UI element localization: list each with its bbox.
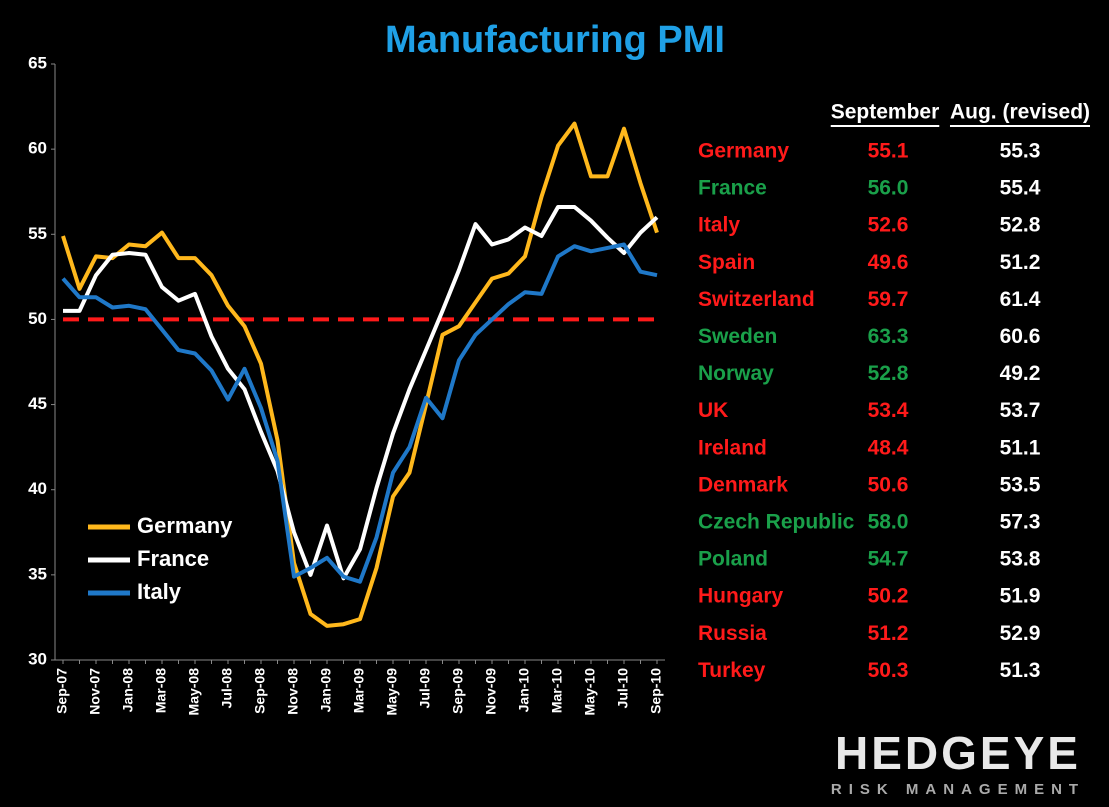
september-value: 49.6 xyxy=(868,251,909,274)
x-tick-label: Sep-07 xyxy=(54,668,70,714)
table-header: September xyxy=(831,101,940,124)
country-name: Spain xyxy=(698,251,755,274)
august-value: 53.7 xyxy=(1000,399,1041,422)
x-tick-label: Nov-07 xyxy=(87,668,103,715)
legend-label: Germany xyxy=(137,513,233,538)
september-value: 48.4 xyxy=(868,436,909,459)
y-tick-label: 55 xyxy=(28,224,47,243)
x-tick-label: May-09 xyxy=(384,668,400,716)
y-tick-label: 60 xyxy=(28,139,47,158)
august-value: 51.2 xyxy=(1000,251,1041,274)
x-tick-label: May-08 xyxy=(186,668,202,716)
y-tick-label: 65 xyxy=(28,53,47,72)
y-tick-label: 35 xyxy=(28,564,47,583)
september-value: 59.7 xyxy=(868,288,909,311)
series-line xyxy=(63,205,659,581)
country-name: Germany xyxy=(698,140,789,163)
logo-name: HEDGEYE xyxy=(835,727,1081,779)
country-name: Switzerland xyxy=(698,288,815,311)
table-header: Aug. (revised) xyxy=(950,101,1090,124)
country-name: Hungary xyxy=(698,585,784,608)
august-value: 55.4 xyxy=(1000,177,1041,200)
x-tick-label: Nov-08 xyxy=(285,668,301,715)
september-value: 50.3 xyxy=(868,659,909,682)
x-tick-label: Jul-08 xyxy=(219,668,235,709)
august-value: 61.4 xyxy=(1000,288,1041,311)
x-tick-label: Jul-10 xyxy=(615,668,631,709)
x-tick-label: Jan-10 xyxy=(516,668,532,713)
august-value: 57.3 xyxy=(1000,511,1041,534)
september-value: 55.1 xyxy=(868,140,909,163)
country-name: Sweden xyxy=(698,325,777,348)
country-name: Ireland xyxy=(698,436,767,459)
x-tick-label: Sep-09 xyxy=(450,668,466,714)
country-name: Poland xyxy=(698,548,768,571)
chart-title: Manufacturing PMI xyxy=(385,19,725,61)
country-name: Russia xyxy=(698,622,767,645)
x-tick-label: Nov-09 xyxy=(483,668,499,715)
september-value: 52.6 xyxy=(868,214,909,237)
august-value: 51.9 xyxy=(1000,585,1041,608)
august-value: 53.8 xyxy=(1000,548,1041,571)
legend-label: France xyxy=(137,546,209,571)
x-tick-label: Mar-08 xyxy=(153,668,169,713)
september-value: 54.7 xyxy=(868,548,909,571)
x-tick-label: Mar-09 xyxy=(351,668,367,713)
august-value: 53.5 xyxy=(1000,473,1041,496)
country-name: Czech Republic xyxy=(698,511,855,534)
september-value: 53.4 xyxy=(868,399,909,422)
country-name: UK xyxy=(698,399,728,422)
september-value: 51.2 xyxy=(868,622,909,645)
series-line xyxy=(61,242,658,584)
august-value: 55.3 xyxy=(1000,140,1041,163)
x-tick-label: May-10 xyxy=(582,668,598,716)
x-tick-label: Jan-08 xyxy=(120,668,136,713)
x-tick-label: Sep-10 xyxy=(648,668,664,714)
august-value: 52.8 xyxy=(1000,214,1041,237)
september-value: 52.8 xyxy=(868,362,909,385)
september-value: 50.6 xyxy=(868,473,909,496)
logo-tagline: RISK MANAGEMENT xyxy=(831,781,1085,798)
september-value: 58.0 xyxy=(868,511,909,534)
x-tick-label: Sep-08 xyxy=(252,668,268,714)
y-tick-label: 30 xyxy=(28,649,47,668)
country-name: France xyxy=(698,177,767,200)
country-name: Italy xyxy=(698,214,740,237)
series-line xyxy=(61,121,659,628)
august-value: 49.2 xyxy=(1000,362,1041,385)
august-value: 51.1 xyxy=(1000,436,1041,459)
september-value: 56.0 xyxy=(868,177,909,200)
x-tick-label: Mar-10 xyxy=(549,668,565,713)
y-tick-label: 50 xyxy=(28,309,47,328)
country-name: Norway xyxy=(698,362,774,385)
y-tick-label: 40 xyxy=(28,479,47,498)
x-tick-label: Jul-09 xyxy=(417,668,433,709)
august-value: 51.3 xyxy=(1000,659,1041,682)
y-tick-label: 45 xyxy=(28,394,47,413)
september-value: 63.3 xyxy=(868,325,909,348)
august-value: 60.6 xyxy=(1000,325,1041,348)
country-name: Denmark xyxy=(698,473,788,496)
country-name: Turkey xyxy=(698,659,766,682)
x-tick-label: Jan-09 xyxy=(318,668,334,713)
legend-label: Italy xyxy=(137,579,182,604)
august-value: 52.9 xyxy=(1000,622,1041,645)
september-value: 50.2 xyxy=(868,585,909,608)
